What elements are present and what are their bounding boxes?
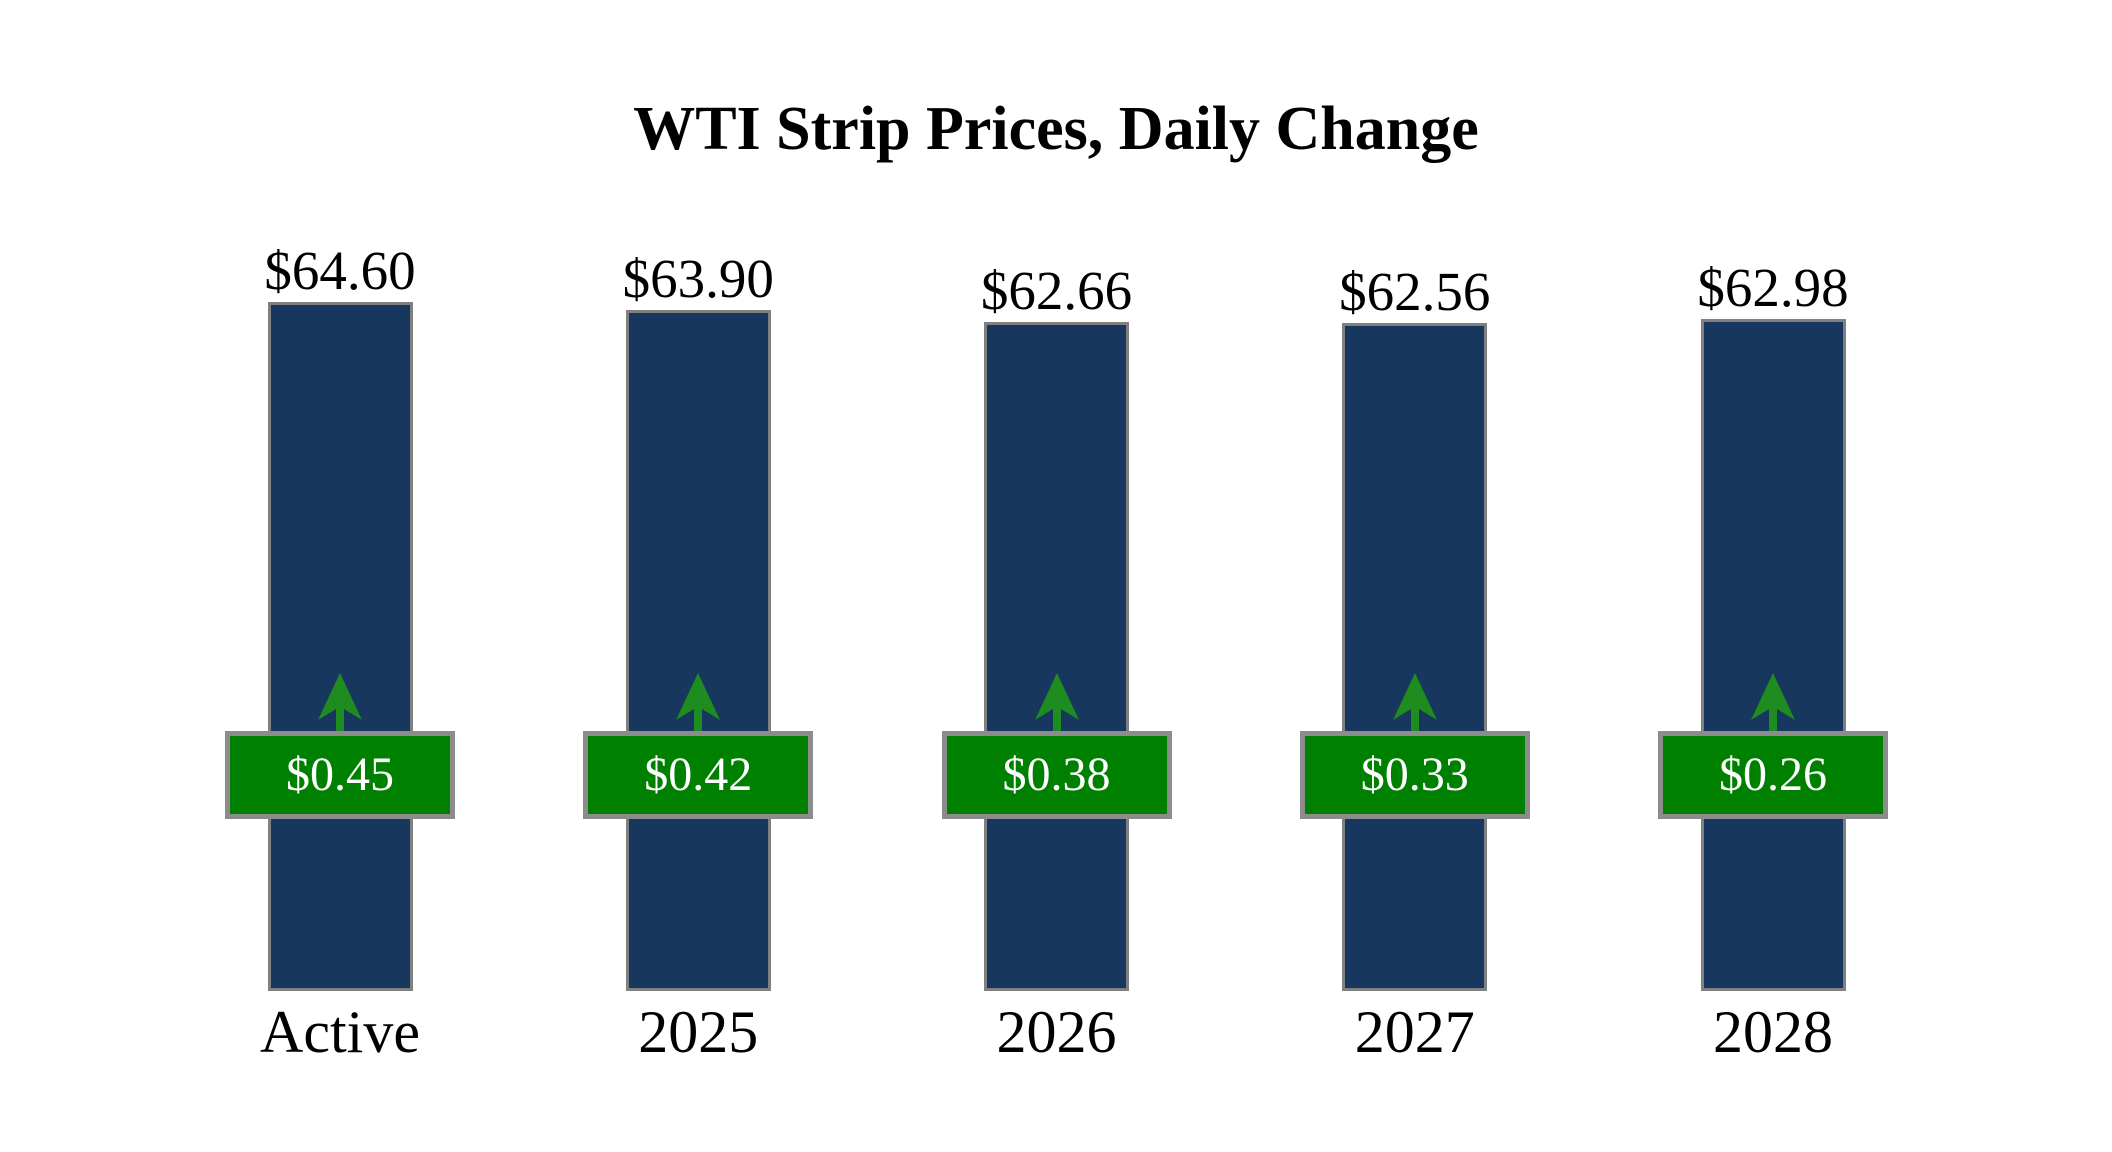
strip-price-label: $62.56 xyxy=(1339,260,1491,322)
up-arrow-icon xyxy=(318,673,362,733)
daily-change-value: $0.38 xyxy=(1002,748,1111,801)
daily-change-badge: $0.38 xyxy=(941,731,1172,819)
price-bar xyxy=(1342,323,1488,991)
category-label: 2026 xyxy=(996,999,1117,1065)
category-label: Active xyxy=(260,999,420,1065)
category-label: 2025 xyxy=(638,999,759,1065)
price-bar xyxy=(984,322,1129,991)
daily-change-badge: $0.33 xyxy=(1299,731,1530,819)
daily-change-value: $0.26 xyxy=(1719,748,1827,801)
daily-change-badge: $0.42 xyxy=(583,731,814,819)
daily-change-badge: $0.45 xyxy=(225,731,455,819)
chart-title: WTI Strip Prices, Daily Change xyxy=(633,95,1479,163)
daily-change-badge: $0.26 xyxy=(1658,731,1888,819)
price-bar xyxy=(625,310,771,991)
strip-price-label: $64.60 xyxy=(264,239,416,301)
strip-price-label: $62.66 xyxy=(980,259,1133,321)
up-arrow-icon xyxy=(1392,673,1437,733)
up-arrow-icon xyxy=(1751,673,1795,733)
daily-change-value: $0.42 xyxy=(644,748,753,801)
price-bar xyxy=(1700,319,1846,991)
price-bar xyxy=(267,302,413,991)
category-label: 2027 xyxy=(1354,999,1475,1065)
up-arrow-icon xyxy=(676,673,721,733)
daily-change-value: $0.45 xyxy=(286,748,394,801)
daily-change-value: $0.33 xyxy=(1360,748,1469,801)
strip-price-label: $63.90 xyxy=(622,247,774,309)
up-arrow-icon xyxy=(1034,673,1079,733)
strip-price-label: $62.98 xyxy=(1697,256,1849,318)
category-label: 2028 xyxy=(1713,999,1833,1065)
